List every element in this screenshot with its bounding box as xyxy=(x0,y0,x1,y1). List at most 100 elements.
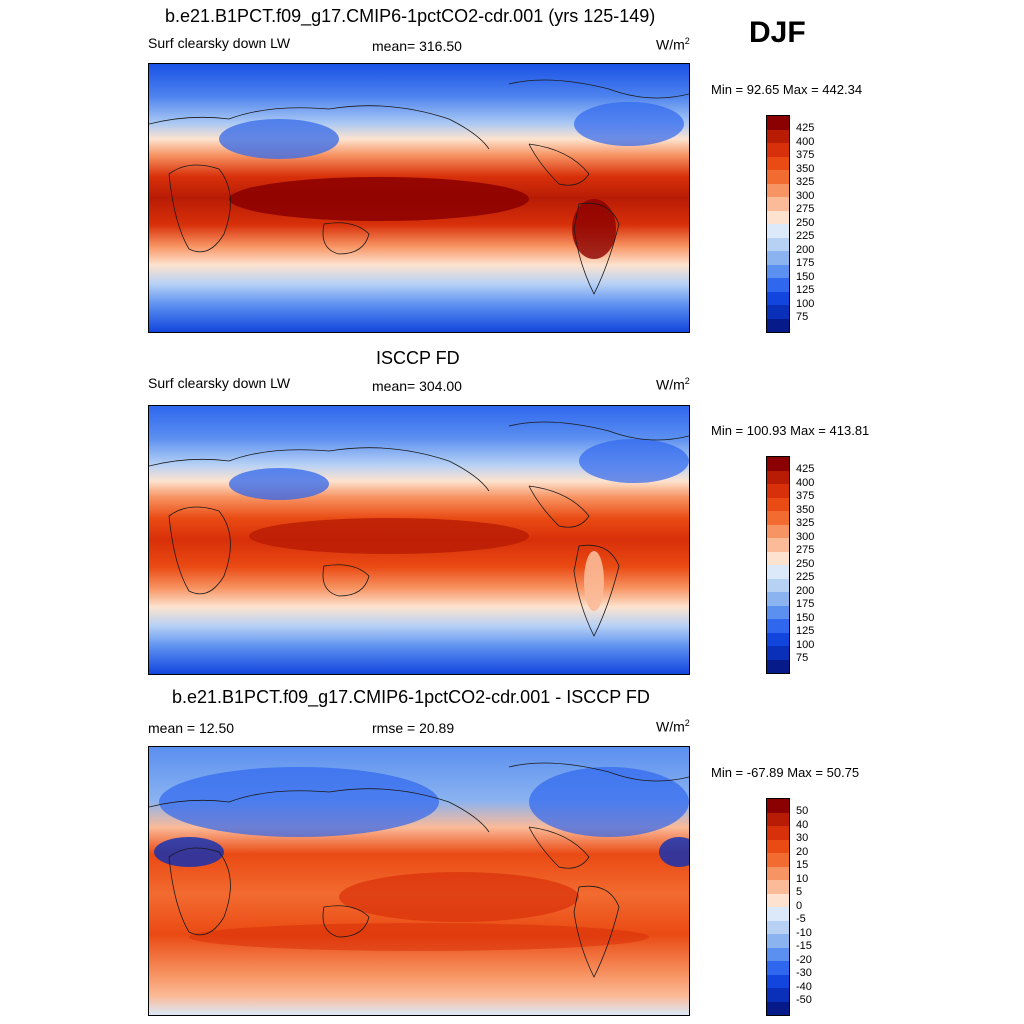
panel3-tick: -10 xyxy=(796,926,812,939)
panel2-colorbar-swatch xyxy=(767,457,789,471)
panel3-tick: 0 xyxy=(796,899,803,912)
panel3-tick: -30 xyxy=(796,967,812,979)
panel3-colorbar-swatch xyxy=(767,1001,789,1015)
panel2-tick: 400 xyxy=(796,476,815,489)
panel2-mean-label: mean= 304.00 xyxy=(372,378,462,394)
panel2-colorbar-swatch xyxy=(767,497,789,511)
panel1-colorbar-swatch xyxy=(767,129,789,143)
panel1-map xyxy=(148,63,690,333)
panel1-tick: 225 xyxy=(796,230,815,242)
panel3-colorbar-swatch xyxy=(767,853,789,867)
panel1-colorbar xyxy=(766,115,790,333)
panel3-tick: -5 xyxy=(796,913,806,925)
panel3-colorbar-swatch xyxy=(767,826,789,840)
panel2-tick: 425 xyxy=(796,463,815,475)
panel1-colorbar-swatch xyxy=(767,305,789,319)
season-label: DJF xyxy=(749,16,806,49)
panel1-tick: 350 xyxy=(796,162,815,175)
panel2-colorbar-swatch xyxy=(767,565,789,579)
panel3-tick: -50 xyxy=(796,994,812,1006)
panel1-minmax: Min = 92.65 Max = 442.34 xyxy=(711,82,863,97)
panel3-minmax: Min = -67.89 Max = 50.75 xyxy=(711,765,860,780)
panel3-southern-pos xyxy=(189,923,649,951)
panel1-tick: 75 xyxy=(796,311,809,323)
panel2-colorbar-swatch xyxy=(767,551,789,565)
panel3-map xyxy=(148,746,690,1016)
panel2-tick: 325 xyxy=(796,517,815,529)
panel1-colorbar-swatch xyxy=(767,264,789,278)
panel2-colorbar-swatch xyxy=(767,511,789,525)
panel3-colorbar-swatch xyxy=(767,799,789,813)
panel1-tick: 425 xyxy=(796,122,815,134)
panel2-colorbar-swatch xyxy=(767,470,789,484)
panel3-tick: 20 xyxy=(796,845,809,858)
panel1-colorbar-swatch xyxy=(767,224,789,238)
panel2-colorbar-swatch xyxy=(767,605,789,619)
panel2-andes-cool xyxy=(584,551,604,611)
panel3-tick: -15 xyxy=(796,940,812,952)
panel3-units: W/m2 xyxy=(656,718,690,735)
panel2-tick: 300 xyxy=(796,530,815,543)
panel3-tick: 10 xyxy=(796,872,809,885)
panel1-colorbar-swatch xyxy=(767,318,789,332)
panel2-units: W/m2 xyxy=(656,376,690,393)
panel2-tick: 125 xyxy=(796,625,815,637)
panel3-coastlines xyxy=(149,762,689,978)
panel3-colorbar-swatch xyxy=(767,920,789,934)
panel2-colorbar-swatch xyxy=(767,524,789,538)
panel3-colorbar xyxy=(766,798,790,1016)
panel3-eurasia-neg xyxy=(159,767,439,837)
panel2-coastlines xyxy=(149,421,689,637)
panel1-tick: 175 xyxy=(796,257,815,269)
panel1-tick: 300 xyxy=(796,189,815,202)
panel2-tick: 100 xyxy=(796,638,815,651)
panel2-colorbar-swatch xyxy=(767,484,789,498)
panel1-colorbar-swatch xyxy=(767,170,789,184)
panel3-colorbar-swatch xyxy=(767,961,789,975)
panel1-mean-label: mean= 316.50 xyxy=(372,38,462,54)
panel3-colorbar-swatch xyxy=(767,974,789,988)
panel3-mean-label: mean = 12.50 xyxy=(148,720,235,736)
panel2-tick: 250 xyxy=(796,557,815,570)
panel3-colorbar-swatch xyxy=(767,839,789,853)
panel2-minmax: Min = 100.93 Max = 413.81 xyxy=(711,423,870,438)
panel2-colorbar-swatch xyxy=(767,646,789,660)
panel1-na-cold xyxy=(574,102,684,146)
panel2-warm-pool xyxy=(249,518,529,554)
panel1-colorbar-swatch xyxy=(767,156,789,170)
panel1-tick: 100 xyxy=(796,297,815,310)
panel2-colorbar-swatch xyxy=(767,632,789,646)
panel3-tick: -40 xyxy=(796,980,812,993)
panel1-variable-label: Surf clearsky down LW xyxy=(148,35,291,51)
panel1-units: W/m2 xyxy=(656,36,690,53)
panel3-colorbar-swatch xyxy=(767,880,789,894)
panel2-tick: 225 xyxy=(796,571,815,583)
panel2-tick: 150 xyxy=(796,611,815,624)
panel2-map xyxy=(148,405,690,675)
panel1-colorbar-swatch xyxy=(767,291,789,305)
panel3-colorbar-swatch xyxy=(767,812,789,826)
panel1-colorbar-swatch xyxy=(767,251,789,265)
panel2-tick: 175 xyxy=(796,598,815,610)
panel1-colorbar-swatch xyxy=(767,197,789,211)
panel3-tick: 50 xyxy=(796,805,809,817)
panel1-warm-pool xyxy=(229,177,529,221)
panel1-tick: 275 xyxy=(796,203,815,215)
panel2-colorbar-swatch xyxy=(767,619,789,633)
panel2-title: ISCCP FD xyxy=(376,348,460,368)
panel2-na-cold xyxy=(579,439,689,483)
panel1-tick: 150 xyxy=(796,270,815,283)
panel1-colorbar-swatch xyxy=(767,183,789,197)
panel2-tick: 275 xyxy=(796,544,815,556)
panel3-tick: -20 xyxy=(796,953,812,966)
panel2-colorbar-swatch xyxy=(767,659,789,673)
panel1-coastlines xyxy=(149,79,689,295)
panel3-colorbar-swatch xyxy=(767,934,789,948)
panel3-tick: 40 xyxy=(796,818,809,831)
panel3-title: b.e21.B1PCT.f09_g17.CMIP6-1pctCO2-cdr.00… xyxy=(172,687,650,707)
panel1-tick: 325 xyxy=(796,176,815,188)
panel2-tick: 350 xyxy=(796,503,815,516)
panel1-colorbar-swatch xyxy=(767,278,789,292)
panel2-colorbar-swatch xyxy=(767,592,789,606)
panel1-tick: 375 xyxy=(796,149,815,161)
